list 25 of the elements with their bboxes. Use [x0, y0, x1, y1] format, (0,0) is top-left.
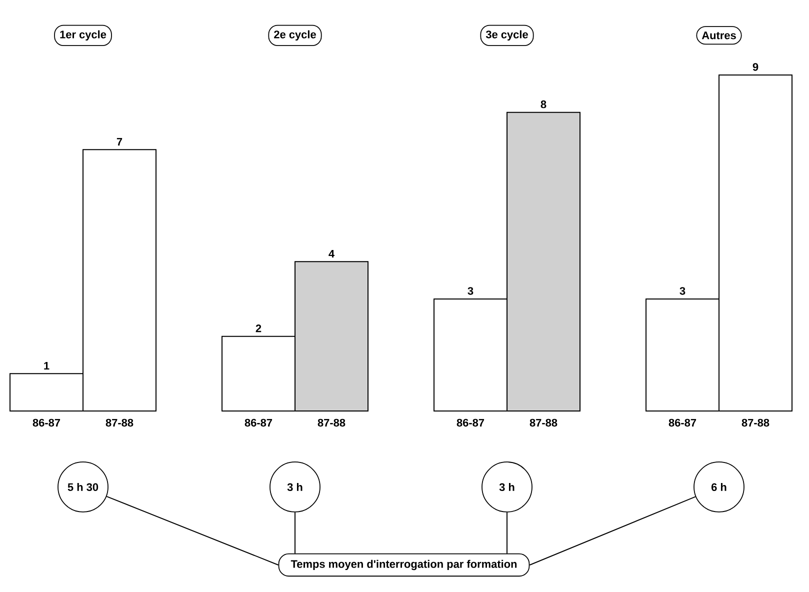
text: 3 h — [499, 482, 514, 492]
x-tick-label: 86-87 — [456, 418, 484, 427]
data-label: 3 — [468, 287, 474, 295]
data-label: 4 — [328, 250, 334, 258]
data-label: 9 — [752, 63, 758, 71]
x-tick-label: 87-88 — [742, 418, 770, 427]
text: 6 h — [711, 482, 726, 492]
data-label: 8 — [540, 100, 546, 108]
data-label: 3 — [680, 287, 686, 295]
text: 3 h — [287, 482, 302, 492]
text: Temps moyen d'interrogation par formation — [290, 560, 517, 570]
x-tick-label: 86-87 — [32, 418, 60, 427]
chart-title: 3e cycle — [486, 30, 528, 41]
x-tick-label: 87-88 — [318, 418, 346, 427]
chart-title: 2e cycle — [274, 30, 316, 41]
text: 5 h 30 — [68, 482, 98, 492]
x-tick-label: 87-88 — [106, 418, 134, 427]
data-label: 1 — [44, 362, 50, 370]
x-tick-label: 86-87 — [668, 418, 696, 427]
chart-title: Autres — [702, 32, 736, 40]
data-label: 2 — [256, 324, 262, 332]
x-tick-label: 86-87 — [244, 418, 272, 427]
chart-title: 1er cycle — [60, 30, 106, 41]
x-tick-label: 87-88 — [530, 418, 558, 427]
data-label: 7 — [116, 138, 122, 146]
